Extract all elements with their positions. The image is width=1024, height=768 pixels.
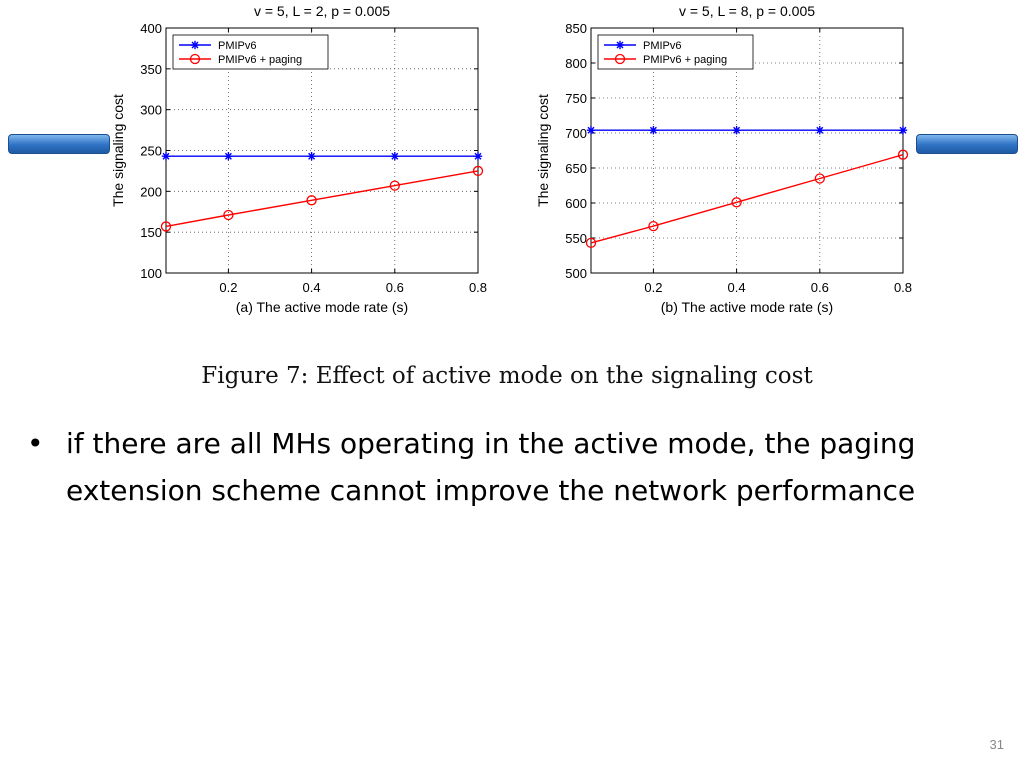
legend-box	[172, 34, 329, 70]
x-tick-label: 0.2	[644, 280, 662, 295]
y-tick-label: 400	[140, 21, 162, 36]
y-tick-label: 700	[565, 126, 587, 141]
series-pmipv6-paging	[160, 165, 484, 232]
y-tick-label: 750	[565, 91, 587, 106]
data-point	[472, 165, 484, 177]
data-point	[473, 152, 483, 161]
chart-b: v = 5, L = 8, p = 0.005 500 550 600 650 700 75…	[535, 3, 912, 315]
series-line	[590, 154, 904, 244]
slide-number: 31	[989, 737, 1004, 752]
figure-caption: Figure 7: Effect of active mode on the s…	[201, 363, 813, 389]
chart-a: v = 5, L = 2, p = 0.005 100 150 200 250 300 35…	[110, 3, 487, 315]
data-point	[161, 152, 171, 161]
series-pmipv6	[161, 152, 483, 161]
chart-title: v = 5, L = 2, p = 0.005	[254, 3, 390, 19]
y-tick-label: 300	[140, 103, 162, 118]
legend-marker	[615, 40, 625, 50]
y-tick-label: 600	[565, 196, 587, 211]
legend-label: PMIPv6	[643, 40, 682, 52]
x-axis-label: (b) The active mode rate (s)	[661, 299, 833, 315]
data-point	[224, 152, 233, 161]
decorative-bar-left	[8, 134, 110, 154]
legend: PMIPv6 PMIPv6 + paging	[597, 34, 754, 70]
data-point	[814, 173, 825, 184]
legend-marker	[190, 40, 200, 50]
data-point	[307, 152, 316, 161]
y-tick-label: 550	[565, 231, 587, 246]
legend-label: PMIPv6 + paging	[643, 54, 727, 66]
y-tick-label: 850	[565, 21, 587, 36]
legend-marker	[189, 53, 201, 65]
data-point	[585, 237, 597, 249]
y-axis-label: The signaling cost	[535, 94, 551, 207]
bullet-text: if there are all MHs operating in the ac…	[66, 427, 916, 507]
data-point	[306, 195, 317, 206]
series-line	[165, 170, 479, 228]
x-axis-label: (a) The active mode rate (s)	[236, 299, 408, 315]
y-tick-label: 650	[565, 161, 587, 176]
grid	[591, 28, 903, 273]
legend-label: PMIPv6 + paging	[218, 54, 302, 66]
data-point	[897, 149, 909, 160]
data-point	[586, 126, 596, 135]
x-tick-label: 0.2	[219, 280, 237, 295]
legend-box	[597, 34, 754, 70]
data-point	[223, 209, 234, 221]
x-tick-label: 0.8	[894, 280, 912, 295]
y-tick-label: 250	[140, 144, 162, 159]
decorative-bar-right	[916, 134, 1018, 154]
y-tick-label: 800	[565, 56, 587, 71]
data-point	[898, 126, 908, 135]
y-tick-label: 150	[140, 225, 162, 240]
data-point	[160, 221, 172, 232]
data-point	[390, 152, 399, 161]
x-tick-label: 0.8	[469, 280, 487, 295]
y-tick-label: 350	[140, 62, 162, 77]
bullet-icon: •	[27, 427, 44, 460]
data-point	[389, 180, 400, 191]
data-point	[815, 126, 824, 135]
x-tick-label: 0.6	[811, 280, 829, 295]
legend: PMIPv6 PMIPv6 + paging	[172, 34, 329, 70]
series-pmipv6-paging	[585, 149, 909, 249]
bullet-list-item: • if there are all MHs operating in the …	[27, 420, 967, 514]
x-tick-label: 0.4	[728, 280, 746, 295]
series-pmipv6	[586, 126, 908, 135]
y-axis-label: The signaling cost	[110, 94, 126, 207]
data-point	[732, 126, 741, 135]
data-point	[649, 126, 658, 135]
y-tick-label: 100	[140, 266, 162, 281]
chart-title: v = 5, L = 8, p = 0.005	[679, 3, 815, 19]
legend-marker	[614, 53, 626, 65]
legend-label: PMIPv6	[218, 40, 257, 52]
y-tick-label: 500	[565, 266, 587, 281]
x-tick-label: 0.6	[386, 280, 404, 295]
data-point	[648, 220, 659, 232]
x-tick-label: 0.4	[303, 280, 321, 295]
data-point	[731, 197, 742, 208]
y-tick-label: 200	[140, 184, 162, 199]
